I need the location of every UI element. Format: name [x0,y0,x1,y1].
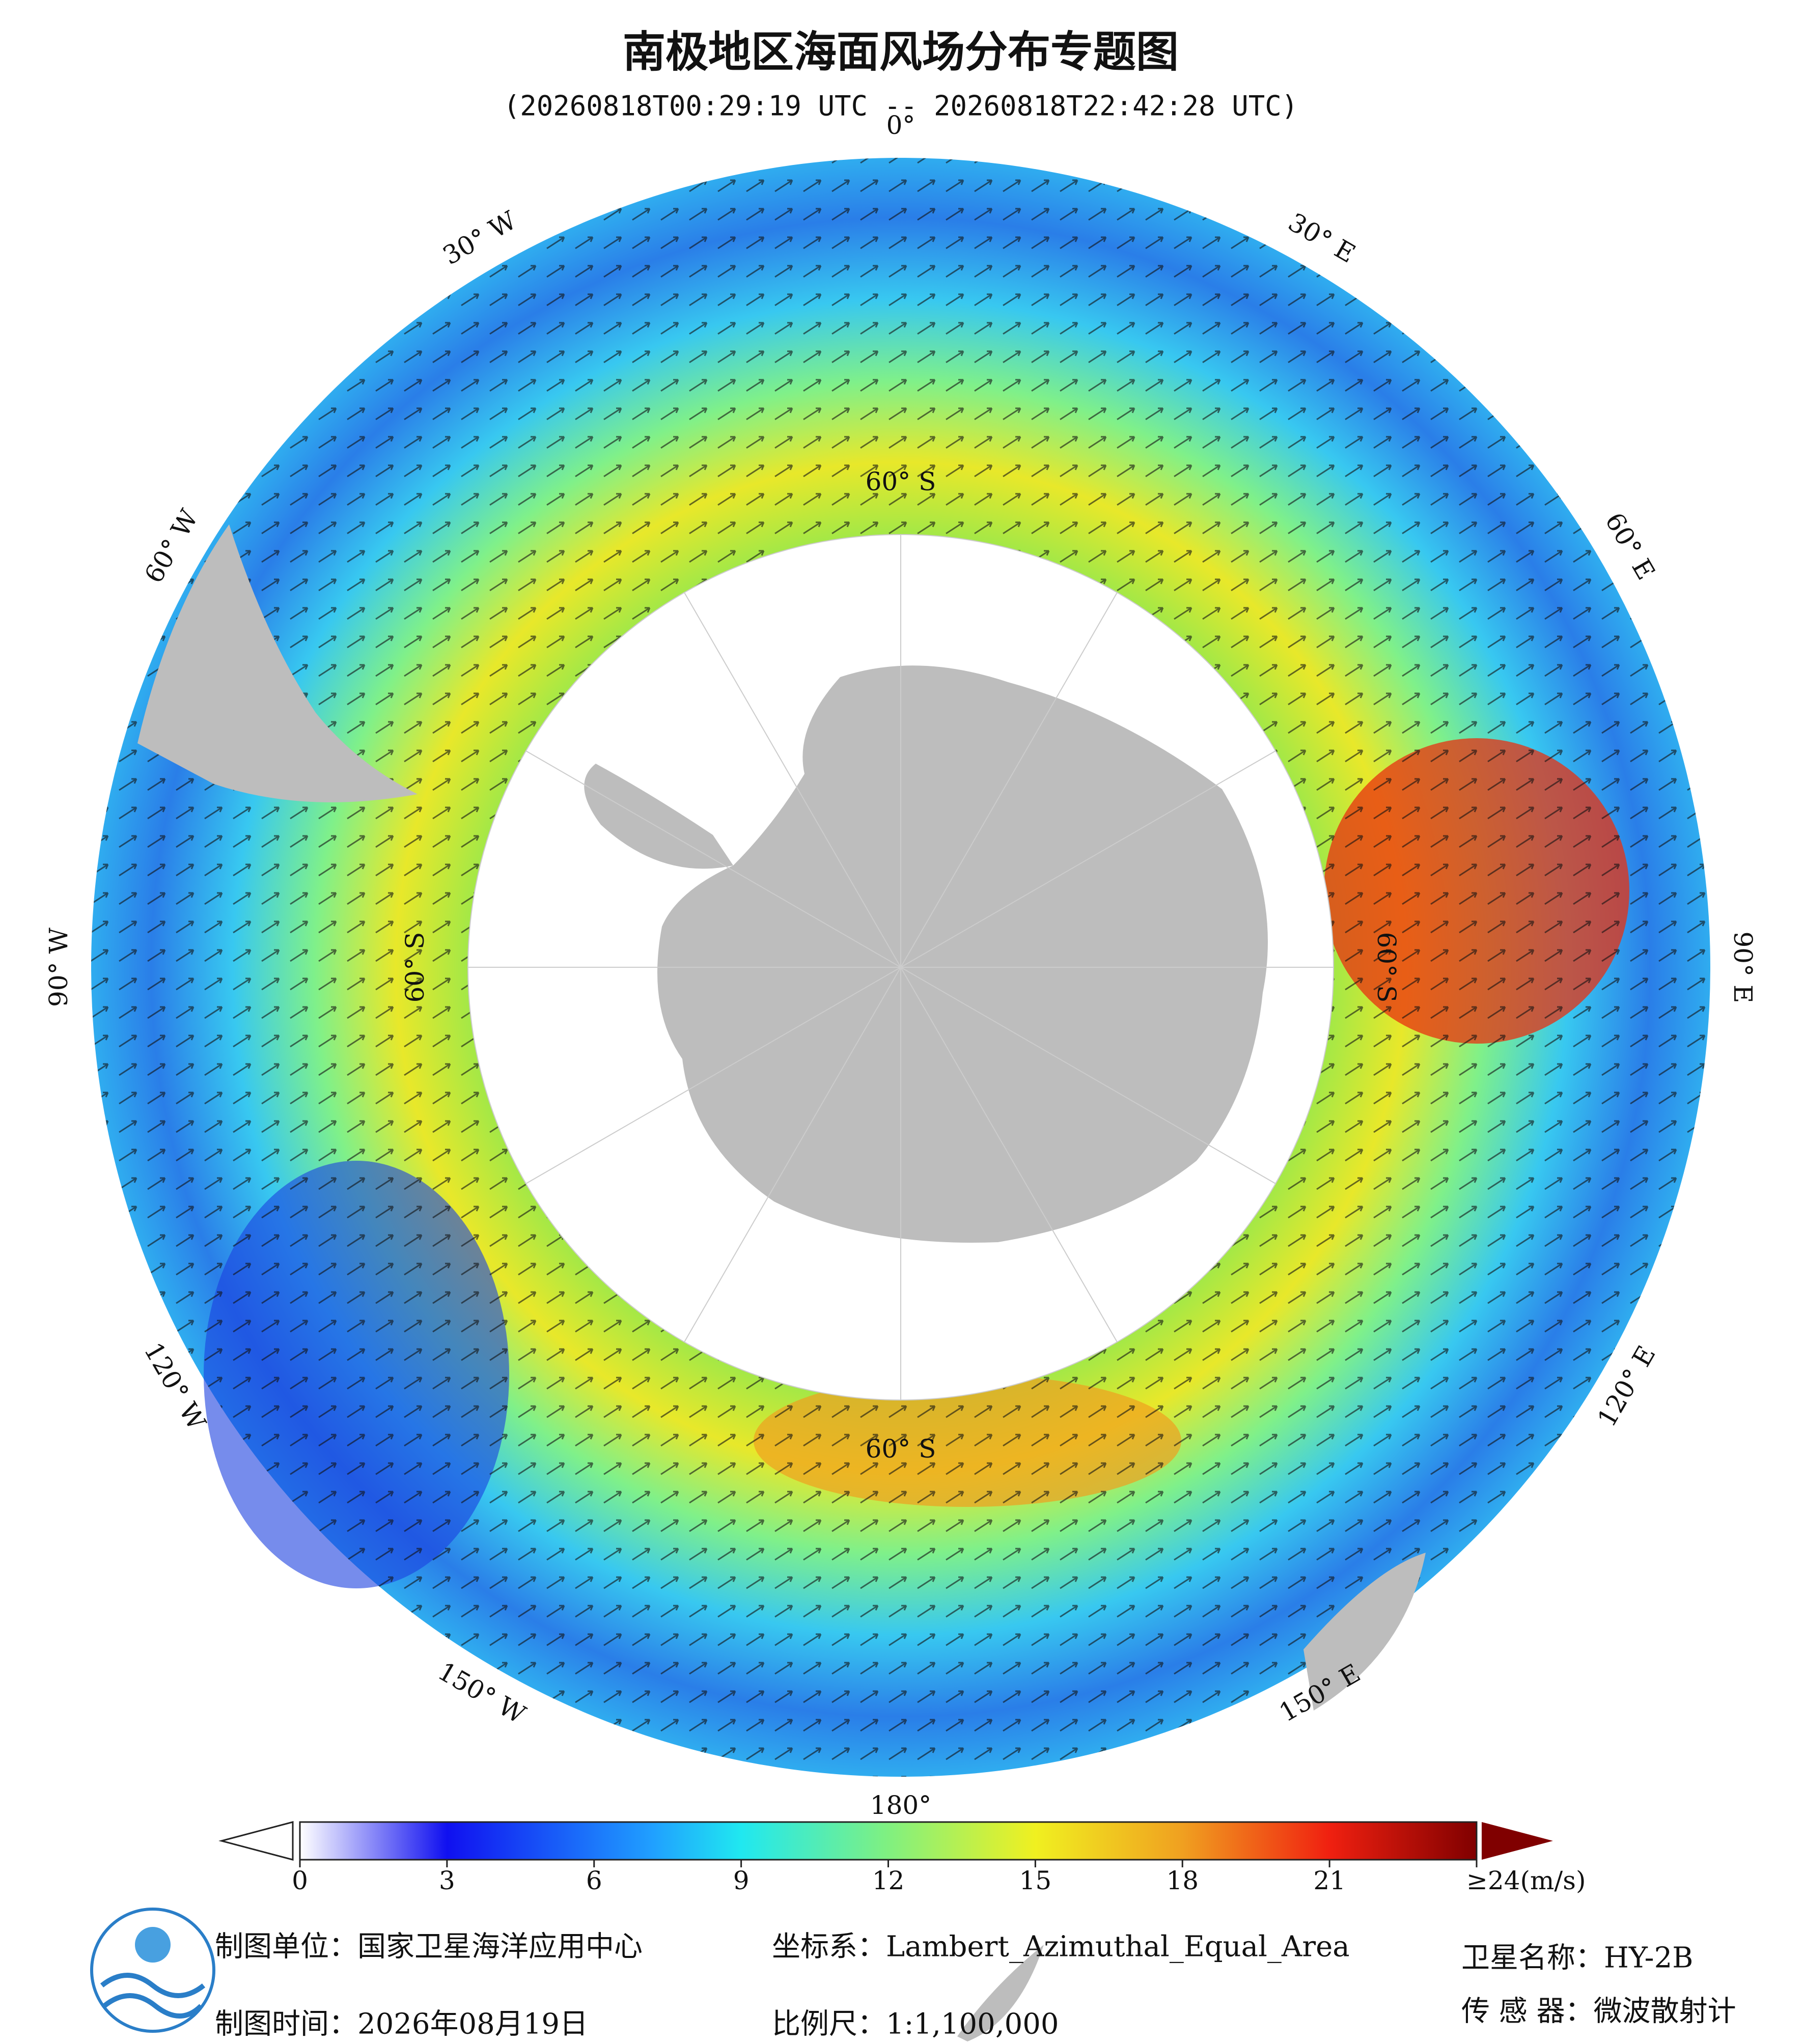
longitude-label: 60° E [1599,508,1661,584]
longitude-label: 30° E [1283,207,1360,269]
new-zealand [957,1945,1044,2041]
latitude-label: 60° S [400,932,430,1003]
latitude-label: 60° S [1372,932,1401,1003]
antarctic-peninsula [584,764,733,869]
colorbar-tick-label: ≥24(m/s) [1466,1866,1586,1895]
colorbar-tick-label: 21 [1313,1866,1346,1895]
longitude-label: 90° W [44,927,73,1007]
colorbar-tick-label: 12 [872,1866,905,1895]
latitude-label: 60° S [866,467,936,496]
meridian [900,750,1276,968]
colorbar-max-arrow [1482,1822,1553,1860]
footer: 制图单位：国家卫星海洋应用中心 制图时间：2026年08月19日 坐标系：Lam… [90,1908,1736,2041]
organization: 制图单位：国家卫星海洋应用中心 [215,1930,643,1964]
sensor: 传 感 器：微波散射计 [1461,1995,1736,2028]
colorbar-gradient [299,1821,1478,1861]
colorbar: 0 3 6 9 12 15 18 21 ≥24(m/s) [218,1821,1586,1895]
meridian [525,750,901,968]
graticule [467,534,1334,1401]
meridian [900,592,1118,968]
logo [90,1908,215,2033]
meridian [525,967,901,1184]
projection: 坐标系：Lambert_Azimuthal_Equal_Area [772,1930,1350,1964]
south-america [137,524,418,802]
colorbar-tick-label: 9 [733,1866,750,1895]
colorbar-tick-label: 18 [1166,1866,1199,1895]
title: 南极地区海面风场分布专题图 [623,27,1179,77]
subtitle: (20260818T00:29:19 UTC -- 20260818T22:42… [504,90,1298,122]
colorbar-tick-label: 3 [439,1866,455,1895]
parallel [467,534,1334,1401]
colorbar-tick-label: 0 [292,1866,308,1895]
meridian [900,967,1118,1342]
longitude-label: 0° [886,110,915,140]
colorbar-tick-label: 6 [586,1866,602,1895]
meridian [684,967,901,1342]
colorbar-tick-label: 15 [1019,1866,1052,1895]
longitude-label: 180° [870,1790,931,1820]
meridian [900,967,1276,1184]
latitude-label: 60° S [866,1434,936,1464]
colorbar-min-arrow [218,1821,294,1861]
longitude-label: 90° E [1728,931,1758,1003]
meridian [684,592,901,968]
map [91,158,1710,2041]
date: 制图时间：2026年08月19日 [215,2008,588,2041]
australia [1303,1553,1426,1711]
scale: 比例尺：1:1,100,000 [772,2008,1059,2041]
satellite: 卫星名称：HY-2B [1461,1942,1693,1975]
